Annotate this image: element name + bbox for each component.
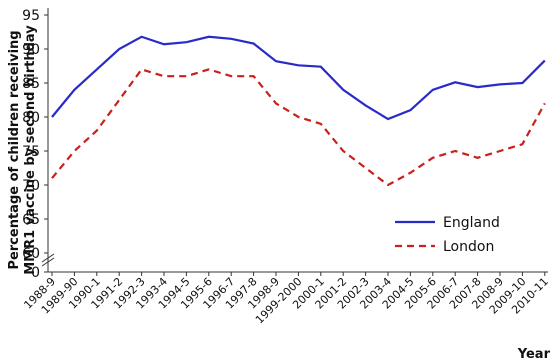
y-tick-label: 65 — [22, 212, 40, 228]
y-tick-label: 70 — [22, 178, 40, 194]
y-tick-label: 0 — [31, 265, 40, 281]
y-tick-label: 85 — [22, 76, 40, 92]
y-tick-label: 90 — [22, 42, 40, 58]
series-line — [51, 35, 546, 121]
y-tick-label: 75 — [22, 144, 40, 160]
series-line — [51, 68, 546, 187]
y-axis-label: Percentage of children receiving — [7, 30, 22, 269]
axis-break — [41, 253, 55, 267]
y-tick-label: 80 — [22, 110, 40, 126]
legend-label: London — [443, 239, 494, 255]
y-tick-label: 60 — [22, 246, 40, 262]
y-axis-label: MMR1 vaccine by second birthday — [23, 25, 38, 275]
legend-label: England — [443, 215, 500, 231]
x-axis-label: Year — [517, 347, 551, 362]
y-tick-label: 95 — [22, 8, 40, 24]
